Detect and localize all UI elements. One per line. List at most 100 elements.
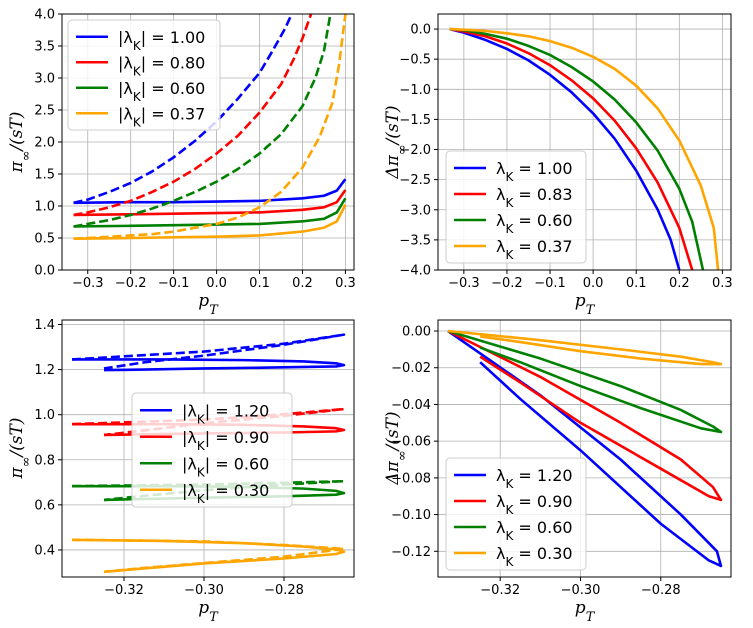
y-axis-label: π∞/(sT) [7, 112, 34, 174]
legend-label: λK = 0.60 [496, 518, 573, 543]
y-tick-label: −2.5 [399, 173, 431, 188]
x-axis-label: pT [575, 598, 596, 625]
y-tick-label: −1.0 [399, 83, 431, 98]
series-line-2 [73, 189, 347, 217]
series-line-4 [71, 538, 346, 574]
series-line-4 [73, 204, 347, 240]
y-tick-label: −0.12 [391, 545, 431, 560]
x-tick-label: −0.3 [72, 276, 104, 291]
legend-label: |λK| = 1.00 [118, 28, 205, 53]
y-tick-label: 3.5 [34, 40, 55, 55]
x-tick-label: 0.1 [626, 276, 647, 291]
x-tick-label: −0.1 [158, 276, 190, 291]
series-line-3 [73, 197, 347, 228]
legend-box [131, 392, 293, 508]
y-tick-label: 1.0 [34, 408, 55, 423]
dashed-series-line-8 [71, 538, 346, 574]
x-tick-label: 0.3 [712, 276, 733, 291]
legend: |λK| = 1.20|λK| = 0.90|λK| = 0.60|λK| = … [131, 392, 293, 508]
x-tick-label: −0.2 [491, 276, 523, 291]
y-axis-label: Δπ∞/(sT) [383, 105, 410, 179]
chart-panel-1: −0.3 −0.2 −0.1 0.0 0.1 0.2 0.3 0.0 0.5 1.0 1.5 2.0 2… [7, 8, 356, 318]
y-tick-label: 0.0 [410, 23, 431, 38]
legend-label: |λK| = 0.90 [182, 428, 269, 453]
series-line-4 [449, 27, 720, 270]
chart-panel-4: −0.32 −0.30 −0.28 0.00 −0.02 −0.04 −0.06 −0.08 −… [383, 319, 732, 625]
x-axis-label: pT [198, 291, 219, 318]
y-tick-label: −0.10 [391, 508, 431, 523]
chart-panel-3: −0.32 −0.30 −0.28 0.4 0.6 0.8 1.0 1.2 1.4 pT π∞/(s… [7, 318, 355, 625]
y-tick-label: 0.5 [34, 232, 55, 247]
x-tick-label: −0.1 [534, 276, 566, 291]
y-tick-label: 1.4 [34, 318, 55, 333]
legend-label: λK = 0.83 [496, 185, 573, 210]
legend-label: |λK| = 0.60 [118, 79, 205, 104]
y-tick-label: 1.2 [34, 363, 55, 378]
y-tick-label: 4.0 [34, 8, 55, 23]
y-tick-label: −0.04 [391, 398, 431, 413]
y-tick-label: 0.0 [34, 264, 55, 279]
y-tick-label: −0.02 [391, 361, 431, 376]
y-tick-label: −2.0 [399, 143, 431, 158]
dashed-series-line-6 [73, 14, 313, 217]
y-tick-label: 0.8 [34, 453, 55, 468]
legend-label: |λK| = 0.37 [118, 104, 205, 129]
legend-label: λK = 0.90 [496, 492, 573, 517]
x-tick-label: −0.28 [264, 583, 304, 598]
y-tick-label: 1.0 [34, 200, 55, 215]
y-tick-label: −1.5 [399, 113, 431, 128]
y-tick-label: −0.06 [391, 435, 431, 450]
x-tick-label: 0.3 [335, 276, 356, 291]
dashed-series-line-5 [73, 14, 293, 205]
y-tick-label: −4.0 [399, 264, 431, 279]
x-tick-label: −0.32 [104, 583, 144, 598]
y-tick-label: −0.5 [399, 53, 431, 68]
plot-frame [437, 319, 732, 578]
y-tick-label: −0.08 [391, 471, 431, 486]
legend-label: λK = 0.60 [496, 211, 573, 236]
legend-box [67, 19, 221, 131]
series-line-1 [73, 178, 347, 205]
series-line-4 [447, 329, 723, 366]
x-tick-label: 0.1 [249, 276, 270, 291]
plot-frame [437, 13, 732, 271]
x-tick-label: 0.2 [292, 276, 313, 291]
series-line-1 [72, 358, 346, 372]
y-axis-label: Δπ∞/(sT) [383, 411, 410, 485]
dashed-series-line-7 [73, 14, 332, 228]
y-tick-label: 3.0 [34, 72, 55, 87]
plot-frame [61, 319, 355, 578]
legend-label: |λK| = 0.60 [182, 454, 269, 479]
y-tick-label: 0.00 [402, 325, 431, 340]
legend-label: λK = 0.30 [496, 544, 573, 569]
series-line-2 [447, 329, 723, 502]
y-tick-label: 1.5 [34, 168, 55, 183]
y-tick-label: −3.5 [399, 233, 431, 248]
series-line-1 [449, 27, 681, 270]
x-tick-label: 0.2 [669, 276, 690, 291]
x-tick-label: −0.30 [561, 583, 601, 598]
series-line-2 [449, 27, 694, 270]
x-tick-label: −0.32 [480, 583, 520, 598]
x-axis-label: pT [198, 598, 219, 625]
y-tick-label: 2.0 [34, 136, 55, 151]
x-axis-label: pT [575, 291, 596, 318]
legend-label: λK = 1.20 [496, 466, 573, 491]
series-line-3 [449, 27, 705, 270]
x-tick-label: 0.0 [583, 276, 604, 291]
y-axis-label: π∞/(sT) [7, 418, 34, 480]
x-tick-label: 0.0 [206, 276, 227, 291]
legend-label: λK = 0.37 [496, 237, 573, 262]
legend-box [445, 457, 587, 571]
legend-box [445, 150, 587, 264]
x-tick-label: −0.2 [115, 276, 147, 291]
series-line-1 [447, 329, 723, 568]
x-tick-label: −0.30 [184, 583, 224, 598]
chart-panel-2: −0.3 −0.2 −0.1 0.0 0.1 0.2 0.3 0.0 −0.5 −1.0 −1.5 −… [383, 13, 733, 318]
y-tick-label: 2.5 [34, 104, 55, 119]
x-tick-label: −0.28 [641, 583, 681, 598]
legend-label: |λK| = 0.30 [182, 481, 269, 506]
